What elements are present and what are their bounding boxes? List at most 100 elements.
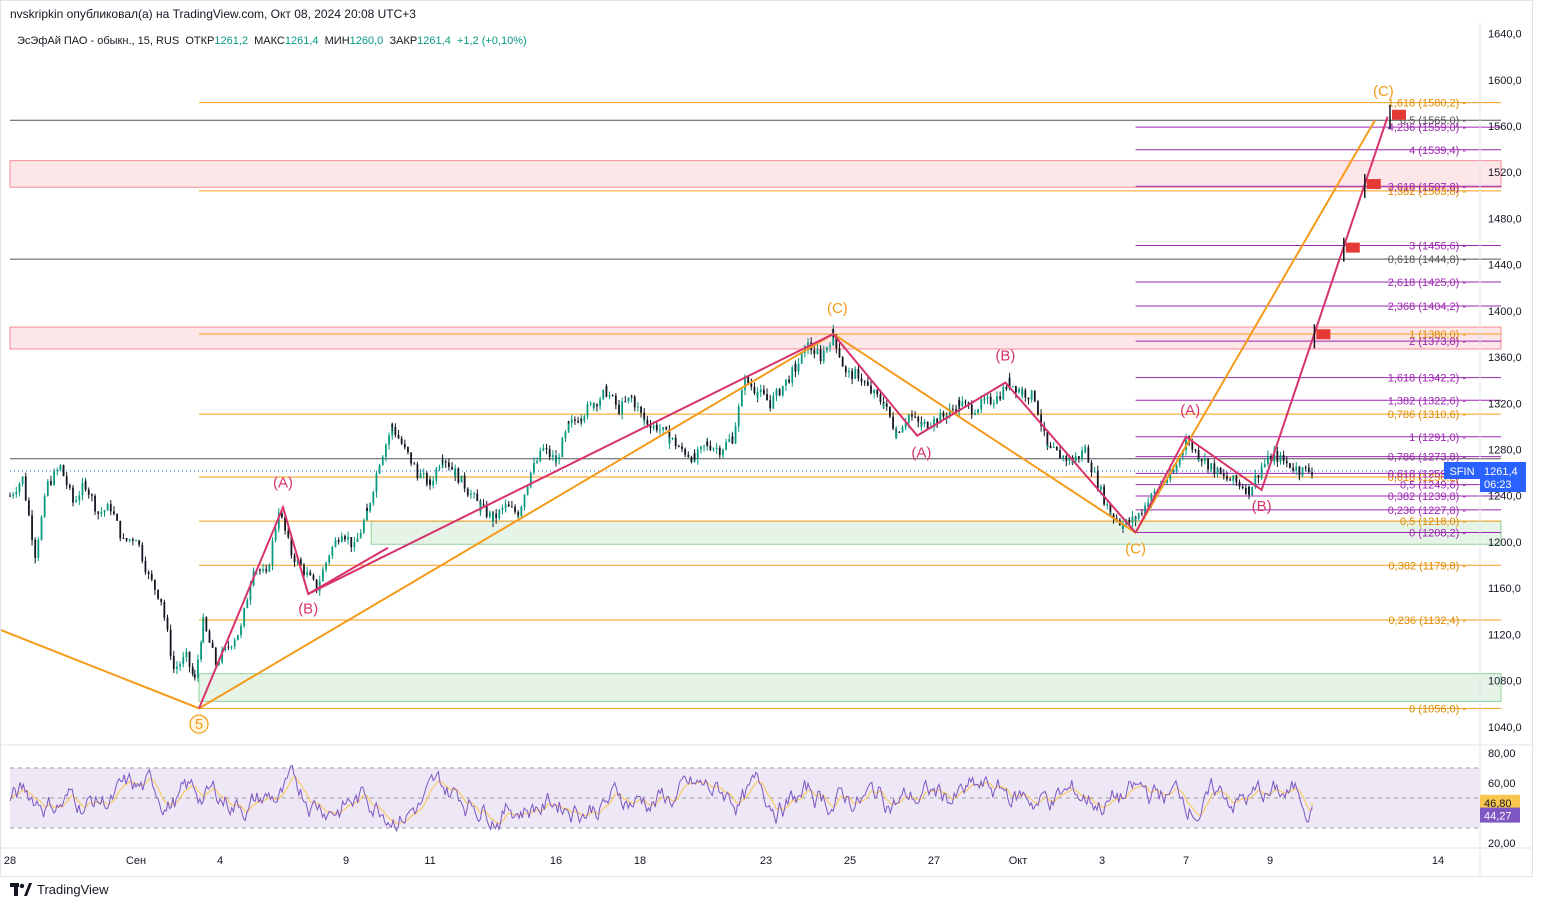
candle-body [857,370,860,379]
rsi-pane[interactable]: 20,00 60,00 80,00 [9,748,1516,850]
rsi-ma-line [9,776,1313,825]
magenta-fib-label-12: 3 (1456,6) - [1409,240,1466,252]
candle-body [551,455,554,457]
candle-body [385,444,387,457]
symbol-name[interactable]: ЭсЭфАй ПАО - обыкн., 15, RUS [17,35,180,47]
candle-body [166,617,169,630]
candle-body [722,449,724,456]
candle-body [72,501,74,503]
candle-body [413,463,416,465]
tradingview-logo[interactable]: TradingView [10,882,109,897]
candle-body [185,651,188,658]
candle-body [457,468,460,483]
candle-body [119,520,122,539]
y-tick-label-7: 1320,0 [1488,398,1522,410]
candle-body [366,507,368,511]
candle-body [529,477,532,487]
zones-layer [9,160,1502,702]
candle-body [901,427,904,433]
close-label: ЗАКР [389,35,418,47]
candle-body [1153,491,1156,494]
y-tick-label-10: 1440,0 [1488,260,1522,272]
candle-body [1254,475,1257,488]
candle-body [1084,447,1087,452]
candle-body [113,511,115,515]
candle-body [914,416,916,418]
candle-body [907,414,910,423]
candle-body [1112,514,1115,519]
chart-frame [0,0,1533,877]
candle-body [558,457,561,459]
candle-body [740,390,743,407]
candle-body [482,504,485,506]
candle-body [655,424,658,431]
candle-body [157,589,159,599]
candle-body [1276,451,1279,462]
candle-body [904,422,907,428]
candle-body [630,396,633,398]
candle-body [822,350,825,362]
candle-body [1216,467,1219,475]
candle-body [325,562,327,570]
candle-body [1027,397,1030,400]
candle-body [942,412,945,417]
candle-body [1194,449,1197,451]
candle-body [495,513,498,519]
candle-body [205,617,208,631]
candle-body [970,404,973,415]
magenta-fib-label-7: 1,382 (1322,6) - [1388,395,1467,407]
y-tick-label-14: 1600,0 [1488,75,1522,87]
x-tick-label-3: 9 [343,855,349,867]
y-tick-label-2: 1120,0 [1488,629,1521,641]
candle-body [989,396,992,404]
candle-body [122,538,125,540]
candle-body [1307,467,1310,473]
candle-body [193,674,196,678]
candle-body [200,642,202,660]
candle-body [933,418,935,426]
candle-body [43,495,46,517]
magenta-fib-label-3: 0,5 (1249,6) - [1400,480,1466,492]
candle-body [56,469,59,472]
candle-body [1100,486,1102,490]
candle-body [618,406,620,414]
candle-body [1263,463,1266,467]
candle-body [718,447,721,456]
candle-body [172,656,175,670]
candle-body [737,406,740,427]
orange-fib-label-8: 1,618 (1580,2) - [1388,98,1467,110]
candle-body [1081,450,1083,459]
candle-body [378,465,381,474]
candle-body [1122,524,1124,530]
candle-body [841,357,844,367]
orange-fib-label-2: 0,382 (1179,8) - [1389,560,1467,572]
candle-body [227,646,230,648]
candle-body [747,376,750,384]
candle-body [501,507,504,511]
open-value: 1261,2 [214,35,248,47]
candle-body [860,378,863,382]
candle-body [1037,401,1039,415]
candle-body [889,406,891,417]
candle-body [696,449,699,460]
candle-body [492,513,494,522]
candle-body [262,569,264,571]
candle-body [885,403,888,407]
candle-body [356,538,359,543]
target-flag-1 [1345,242,1360,253]
candle-body [709,445,712,450]
candle-body [1304,467,1307,469]
candle-body [334,540,337,547]
candle-body [835,334,838,349]
candle-body [303,565,305,575]
magenta-fib-label-13: 3,618 (1507,8) - [1388,181,1467,193]
x-tick-label-1: Сен [126,855,146,867]
candle-body [879,394,882,402]
candle-body [614,395,617,405]
candle-body [548,449,551,457]
candle-body [939,412,942,424]
candle-body [1134,518,1137,521]
zone-red-0 [9,160,1502,188]
symbol-badge-text: SFIN [1449,466,1474,478]
